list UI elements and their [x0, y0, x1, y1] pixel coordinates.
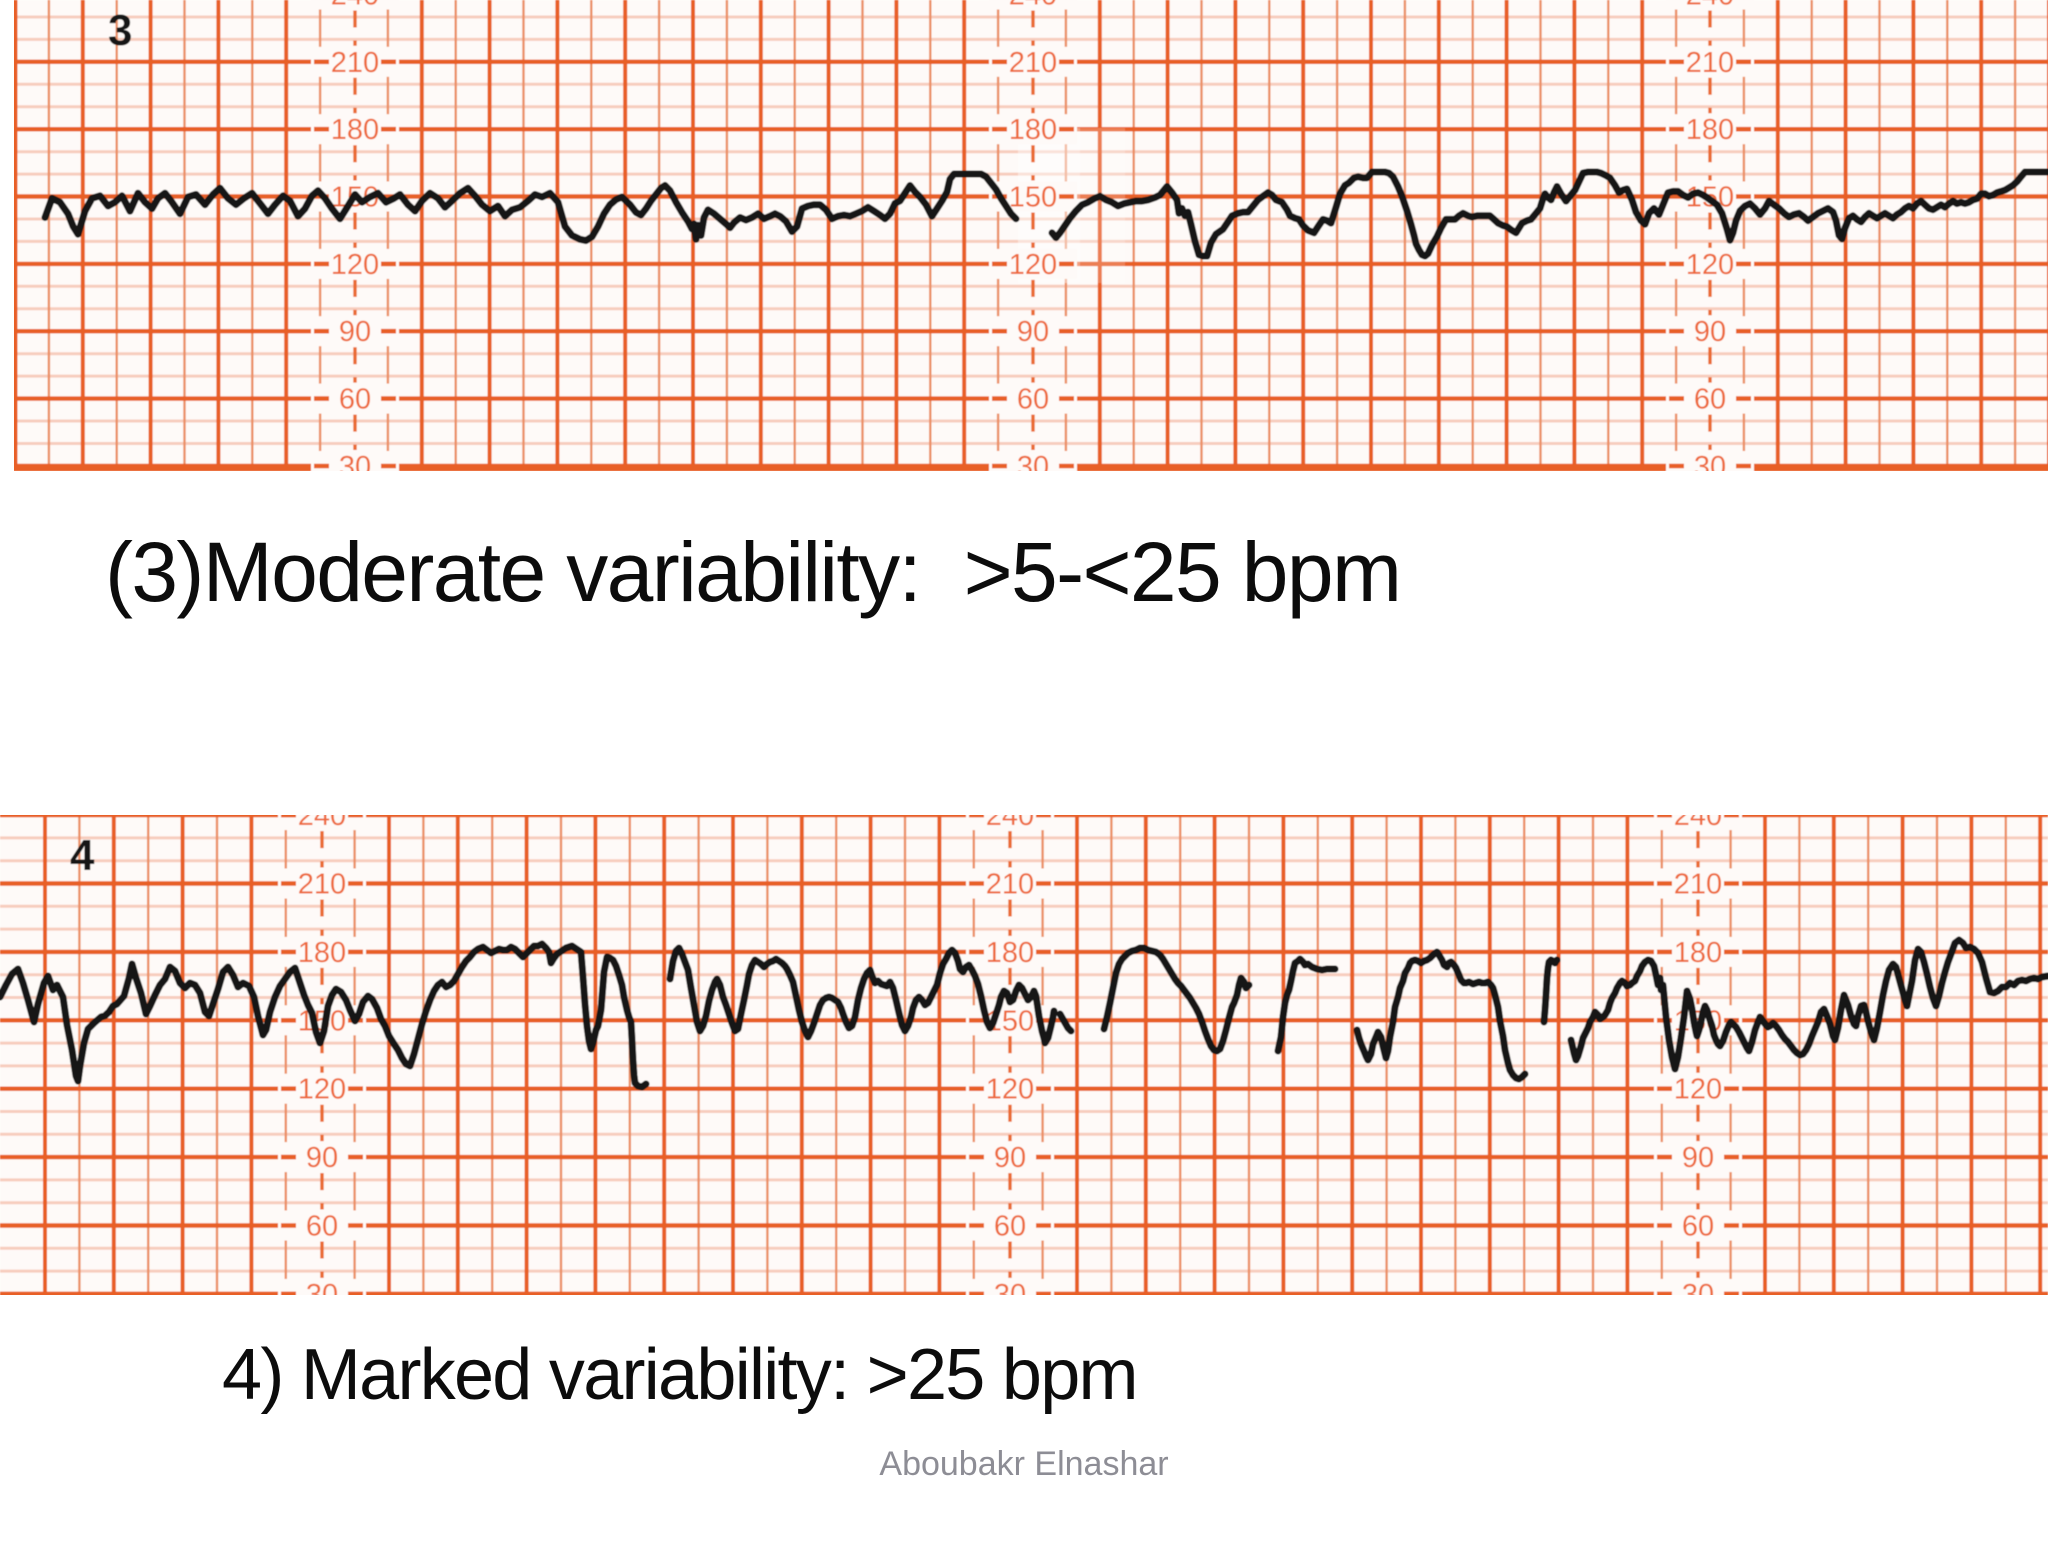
svg-text:60: 60: [306, 1211, 338, 1243]
svg-text:30: 30: [1017, 451, 1049, 483]
svg-text:90: 90: [1017, 316, 1049, 348]
svg-text:150: 150: [1009, 182, 1057, 214]
svg-text:210: 210: [986, 869, 1034, 901]
svg-text:240: 240: [331, 0, 379, 12]
svg-text:120: 120: [1686, 249, 1734, 281]
svg-text:180: 180: [1009, 114, 1057, 146]
svg-text:210: 210: [1009, 47, 1057, 79]
svg-text:(3)Moderate variability: >5-<: (3)Moderate variability: >5-<25 bpm: [105, 525, 1400, 619]
svg-text:210: 210: [1686, 47, 1734, 79]
svg-text:240: 240: [1009, 0, 1057, 12]
svg-text:210: 210: [1674, 869, 1722, 901]
svg-text:60: 60: [1017, 384, 1049, 416]
svg-text:210: 210: [298, 869, 346, 901]
svg-text:120: 120: [1674, 1074, 1722, 1106]
svg-text:4) Marked variability: >25 bpm: 4) Marked variability: >25 bpm: [222, 1335, 1137, 1415]
svg-text:240: 240: [298, 800, 346, 832]
svg-text:90: 90: [306, 1142, 338, 1174]
svg-text:60: 60: [994, 1211, 1026, 1243]
svg-text:60: 60: [339, 384, 371, 416]
svg-text:30: 30: [306, 1279, 338, 1311]
svg-text:120: 120: [298, 1074, 346, 1106]
svg-text:90: 90: [339, 316, 371, 348]
svg-text:180: 180: [298, 937, 346, 969]
svg-text:60: 60: [1694, 384, 1726, 416]
svg-text:30: 30: [1694, 451, 1726, 483]
svg-text:4: 4: [70, 831, 95, 880]
svg-text:30: 30: [1682, 1279, 1714, 1311]
svg-text:90: 90: [1682, 1142, 1714, 1174]
svg-text:120: 120: [986, 1074, 1034, 1106]
svg-text:90: 90: [994, 1142, 1026, 1174]
svg-text:30: 30: [994, 1279, 1026, 1311]
svg-text:180: 180: [1674, 937, 1722, 969]
svg-text:60: 60: [1682, 1211, 1714, 1243]
svg-text:Aboubakr Elnashar: Aboubakr Elnashar: [879, 1445, 1168, 1483]
svg-text:240: 240: [986, 800, 1034, 832]
svg-text:90: 90: [1694, 316, 1726, 348]
svg-text:180: 180: [1686, 114, 1734, 146]
svg-text:120: 120: [1009, 249, 1057, 281]
svg-text:210: 210: [331, 47, 379, 79]
svg-text:120: 120: [331, 249, 379, 281]
svg-text:3: 3: [108, 6, 132, 55]
svg-text:30: 30: [339, 451, 371, 483]
svg-text:180: 180: [986, 937, 1034, 969]
svg-text:240: 240: [1686, 0, 1734, 12]
svg-text:180: 180: [331, 114, 379, 146]
svg-text:240: 240: [1674, 800, 1722, 832]
